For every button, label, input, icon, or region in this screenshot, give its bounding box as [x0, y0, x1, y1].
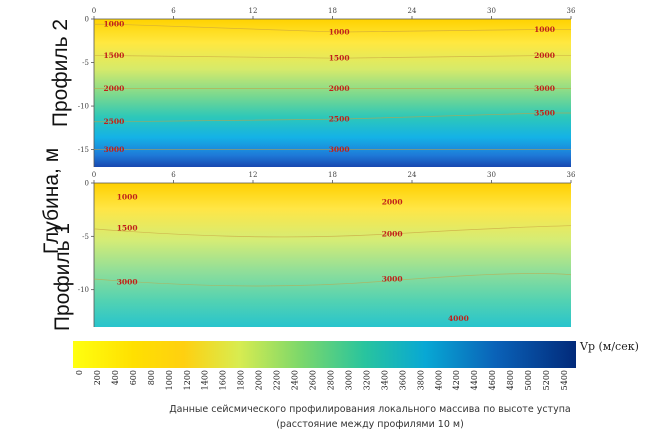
- contour-label: 1000: [534, 25, 555, 34]
- contour-label: 2500: [329, 115, 350, 124]
- contour-label: 3000: [534, 84, 555, 93]
- x-tick-label: 0: [92, 171, 96, 179]
- caption-line-2: (расстояние между профилями 10 м): [276, 419, 464, 430]
- colorbar-tick-label: 2000: [255, 370, 264, 390]
- colorbar-tick-label: 600: [129, 370, 138, 385]
- contour-label: 4000: [448, 314, 469, 323]
- x-tick-label: 6: [171, 7, 176, 15]
- contour-label: 1000: [103, 20, 124, 29]
- contour-label: 2000: [382, 198, 403, 207]
- colorbar-tick-label: 2400: [291, 370, 300, 390]
- colorbar-tick-label: 3200: [362, 370, 371, 390]
- contour-label: 2000: [103, 84, 124, 93]
- velocity-colorbar: 0 200 400 600 800 1000 1200 1400 1600 1800 2000 220…: [73, 341, 576, 390]
- colorbar-tick-label: 1400: [201, 370, 210, 390]
- colorbar-tick-label: 3400: [380, 370, 389, 390]
- x-tick-label: 30: [487, 7, 496, 15]
- profile-heatmap-field: [94, 183, 571, 327]
- colorbar-tick-label: 1800: [237, 370, 246, 390]
- colorbar-gradient: [73, 341, 576, 368]
- y-tick-label: -10: [78, 286, 89, 294]
- contour-label: 2000: [534, 51, 555, 60]
- y-tick-label: -15: [78, 146, 89, 154]
- contour-label: 2000: [382, 230, 403, 239]
- contour-label: 3000: [382, 275, 403, 284]
- colorbar-tick-label: 4400: [470, 370, 479, 390]
- x-tick-label: 24: [408, 171, 417, 179]
- colorbar-tick-label: 2800: [326, 370, 335, 390]
- contour-label: 3000: [329, 145, 350, 154]
- caption-line-1: Данные сейсмического профилирования лока…: [169, 404, 571, 415]
- contour-line: [93, 273, 572, 287]
- profile-1-plot: 0 6 12 18 24 30 36 0 -5 -10 1000 1500 2000 2000 3000 30…: [78, 171, 576, 327]
- x-tick-label: 24: [408, 7, 417, 15]
- colorbar-tick-label: 200: [93, 370, 102, 385]
- y-tick-label: 0: [85, 180, 89, 188]
- colorbar-tick-label: 3600: [398, 370, 407, 390]
- colorbar-tick-label: 5400: [560, 370, 569, 390]
- colorbar-tick-label: 1000: [165, 370, 174, 390]
- contour-label: 1000: [117, 192, 138, 201]
- contour-label: 3000: [117, 278, 138, 287]
- x-tick-label: 18: [328, 171, 337, 179]
- y-tick-label: -5: [82, 59, 89, 67]
- contour-line: [94, 55, 571, 59]
- colorbar-tick-label: 2600: [309, 370, 318, 390]
- y-tick-label: 0: [85, 16, 89, 24]
- colorbar-tick-label: 1200: [183, 370, 192, 390]
- colorbar-tick-label: 4600: [488, 370, 497, 390]
- contour-label: 1500: [103, 51, 124, 60]
- contour-label: 1500: [329, 54, 350, 63]
- colorbar-tick-label: 4000: [434, 370, 443, 390]
- x-tick-label: 6: [171, 171, 176, 179]
- colorbar-tick-label: 400: [111, 370, 120, 385]
- x-tick-label: 12: [249, 7, 258, 15]
- colorbar-tick-label: 3000: [344, 370, 353, 390]
- contour-label: 3000: [103, 145, 124, 154]
- x-tick-label: 0: [92, 7, 96, 15]
- x-tick-label: 12: [249, 171, 258, 179]
- colorbar-tick-label: 5000: [524, 370, 533, 390]
- contour-line: [94, 23, 571, 33]
- x-tick-label: 18: [328, 7, 337, 15]
- colorbar-tick-label: 0: [75, 370, 84, 375]
- colorbar-label: Vp (м/сек): [580, 340, 639, 353]
- contour-label: 2000: [329, 84, 350, 93]
- contour-label: 2500: [103, 117, 124, 126]
- contour-label: 3500: [534, 109, 555, 118]
- y-tick-label: -10: [78, 103, 89, 111]
- colorbar-tick-label: 800: [147, 370, 156, 385]
- profile-2-plot: 0 6 12 18 24 30 36 0 -5 -10 -15 1000 1000 1000 1500 150…: [78, 7, 576, 167]
- x-tick-label: 36: [567, 7, 576, 15]
- contour-label: 1000: [329, 28, 350, 37]
- contour-line: [94, 112, 571, 123]
- colorbar-tick-label: 2200: [273, 370, 282, 390]
- x-tick-label: 30: [487, 171, 496, 179]
- colorbar-tick-label: 4800: [506, 370, 515, 390]
- colorbar-tick-label: 5200: [542, 370, 551, 390]
- contour-line: [93, 225, 572, 238]
- colorbar-tick-label: 3800: [416, 370, 425, 390]
- x-tick-label: 36: [567, 171, 576, 179]
- colorbar-tick-label: 1600: [219, 370, 228, 390]
- profile-heatmap-field: [94, 19, 571, 167]
- y-tick-label: -5: [82, 233, 89, 241]
- colorbar-tick-label: 4200: [452, 370, 461, 390]
- contour-label: 1500: [117, 223, 138, 232]
